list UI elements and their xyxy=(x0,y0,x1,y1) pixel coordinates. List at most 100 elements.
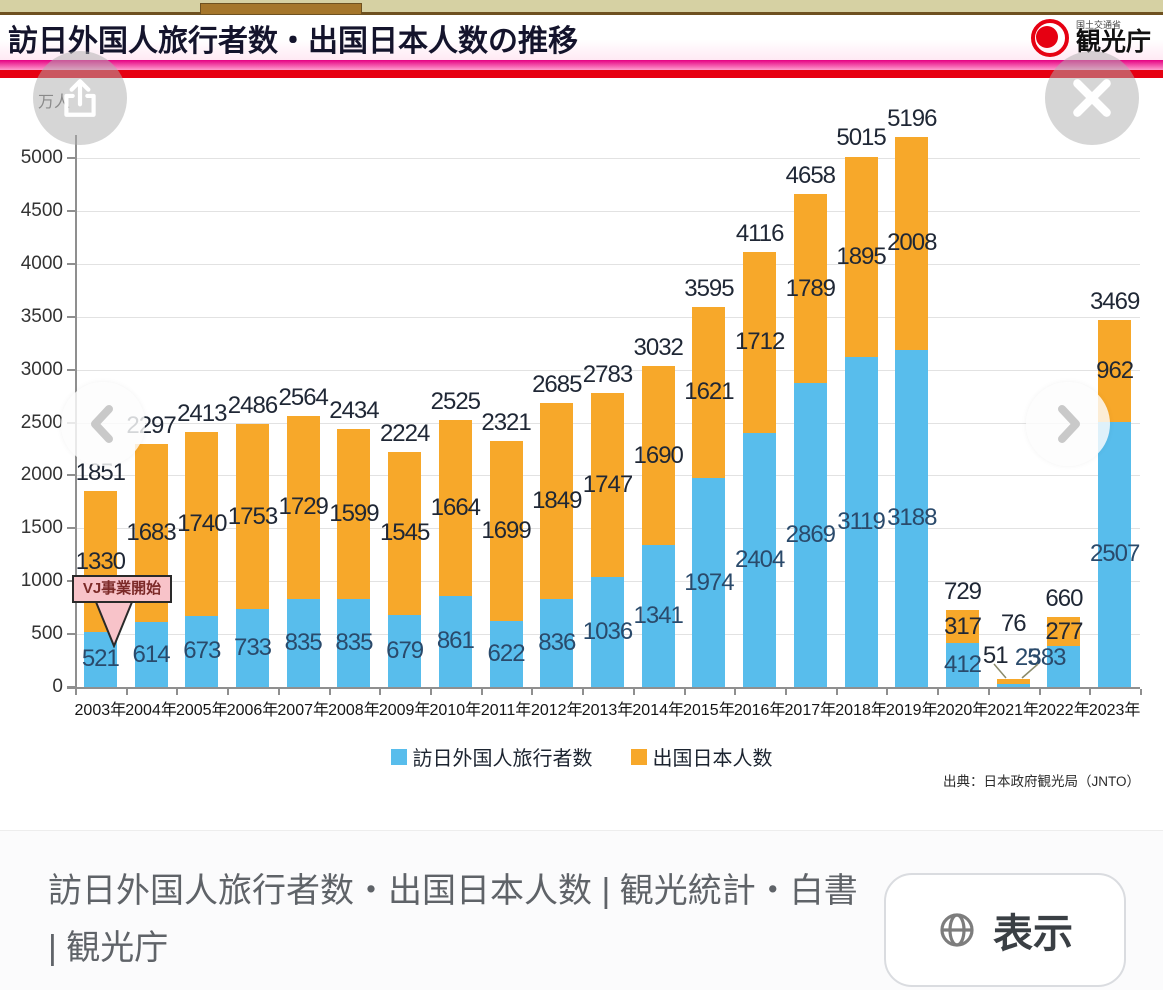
total-label: 2525 xyxy=(430,387,481,415)
vj-annotation: VJ事業開始 xyxy=(72,575,172,603)
departures-label: 1599 xyxy=(329,500,379,528)
y-axis-label: 3000 xyxy=(20,358,63,380)
total-label: 5196 xyxy=(887,105,937,133)
x-axis-tick xyxy=(683,689,686,695)
share-icon xyxy=(64,79,96,117)
bar-visitors-2022年 xyxy=(1047,646,1081,687)
departures-label: 277 xyxy=(1045,617,1083,645)
gridline xyxy=(75,158,1140,159)
x-axis-label: 2012年 xyxy=(530,702,583,719)
bar-visitors-2011年 xyxy=(489,621,523,687)
visitors-label: 2404 xyxy=(734,545,785,573)
x-axis-label: 2019年 xyxy=(885,702,938,719)
total-label: 4658 xyxy=(785,162,836,190)
x-axis-tick xyxy=(835,689,838,695)
departures-label: 1753 xyxy=(227,502,278,530)
x-axis-label: 2018年 xyxy=(835,702,887,719)
jta-logo: 国土交通省 観光庁 xyxy=(1030,15,1163,60)
y-axis-label: 4000 xyxy=(20,252,63,274)
next-image-button[interactable] xyxy=(1026,382,1110,466)
total-label: 2413 xyxy=(177,399,227,427)
bar-visitors-2023年 xyxy=(1098,421,1132,687)
x-axis-tick xyxy=(1140,689,1142,695)
close-button[interactable] xyxy=(1045,51,1139,145)
x-axis-tick xyxy=(227,689,230,695)
x-axis-tick xyxy=(430,689,432,695)
x-axis-tick xyxy=(1089,689,1092,695)
bar-visitors-2005年 xyxy=(185,615,219,687)
total-label: 2321 xyxy=(481,409,531,437)
bar-departures-2017年 xyxy=(793,194,827,384)
departures-label: 1740 xyxy=(177,509,227,537)
y-axis-label: 500 xyxy=(31,623,63,645)
y-axis-label: 1000 xyxy=(20,570,63,592)
departures-label: 962 xyxy=(1096,356,1134,384)
x-axis-label: 2008年 xyxy=(328,702,380,719)
bar-departures-2020年 xyxy=(946,609,979,644)
visitors-label: 1974 xyxy=(684,568,734,596)
previous-image-button[interactable] xyxy=(61,382,145,466)
total-label: 2486 xyxy=(227,391,278,419)
bar-visitors-2016年 xyxy=(743,432,777,687)
x-axis-tick xyxy=(75,689,77,695)
departures-label: 1690 xyxy=(633,441,684,469)
y-axis-tick xyxy=(67,262,75,265)
legend-item-departures: 出国日本人数 xyxy=(630,742,773,771)
bar-departures-2013年 xyxy=(591,392,624,578)
bar-visitors-2007年 xyxy=(286,598,320,687)
gridline xyxy=(75,263,1140,265)
legend-swatch-departures xyxy=(630,748,647,765)
view-button[interactable]: 表示 xyxy=(884,873,1126,987)
bar-visitors-2021年 xyxy=(996,684,1030,687)
x-axis-tick xyxy=(277,689,280,695)
total-label: 3595 xyxy=(684,274,734,302)
view-button-label: 表示 xyxy=(993,912,1073,956)
browser-top-strip xyxy=(0,0,1163,15)
page-title: 訪日外国人旅行者数・出国日本人数の推移 xyxy=(8,24,578,58)
bar-visitors-2004年 xyxy=(134,622,168,687)
x-axis-label: 2013年 xyxy=(581,702,634,719)
result-footer: 訪日外国人旅行者数・出国日本人数 | 観光統計・白書 | 観光庁 表示 xyxy=(0,830,1163,990)
x-axis-tick xyxy=(1038,689,1041,695)
globe-icon xyxy=(940,913,974,947)
visitors-label: 412 xyxy=(943,651,982,679)
result-title-link[interactable]: 訪日外国人旅行者数・出国日本人数 | 観光統計・白書 | 観光庁 xyxy=(48,872,858,967)
bar-visitors-2008年 xyxy=(337,598,371,687)
share-button[interactable] xyxy=(33,51,127,145)
bar-departures-2009年 xyxy=(388,451,422,616)
visitors-label: 835 xyxy=(335,628,373,656)
bar-departures-2016年 xyxy=(743,251,777,433)
x-axis-label: 2011年 xyxy=(480,702,532,719)
total-label: 5015 xyxy=(836,124,886,152)
x-axis-tick xyxy=(632,689,635,695)
departures-label: 1664 xyxy=(430,493,481,521)
x-axis-label: 2010年 xyxy=(429,702,482,719)
total-label: 4116 xyxy=(735,219,785,247)
departures-label: 1895 xyxy=(836,242,886,270)
y-axis-tick xyxy=(67,580,75,583)
legend-label-departures: 出国日本人数 xyxy=(652,748,773,770)
x-axis-label: 2017年 xyxy=(784,702,837,719)
y-axis-label: 2000 xyxy=(20,464,63,486)
y-axis-label: 0 xyxy=(52,676,63,697)
total-label: 2224 xyxy=(379,419,430,447)
visitors-label: 2869 xyxy=(785,521,836,549)
label-leader-lines xyxy=(993,663,1039,679)
bar-departures-2005年 xyxy=(185,431,219,616)
departures-label: 1712 xyxy=(734,328,785,356)
gridline xyxy=(75,210,1140,212)
y-axis-tick xyxy=(67,633,75,636)
x-axis-tick xyxy=(582,689,585,695)
bar-departures-2015年 xyxy=(692,306,726,479)
total-label: 3469 xyxy=(1089,287,1140,315)
chevron-left-icon xyxy=(91,405,113,443)
departures-label: 317 xyxy=(943,612,982,640)
total-label: 2783 xyxy=(582,360,633,388)
x-axis-tick xyxy=(176,689,179,695)
visitors-label: 835 xyxy=(284,628,323,656)
browser-tab xyxy=(200,3,362,14)
legend-swatch-visitors xyxy=(390,748,407,765)
x-axis-label: 2021年 xyxy=(987,702,1039,719)
x-axis-label: 2004年 xyxy=(125,702,177,719)
